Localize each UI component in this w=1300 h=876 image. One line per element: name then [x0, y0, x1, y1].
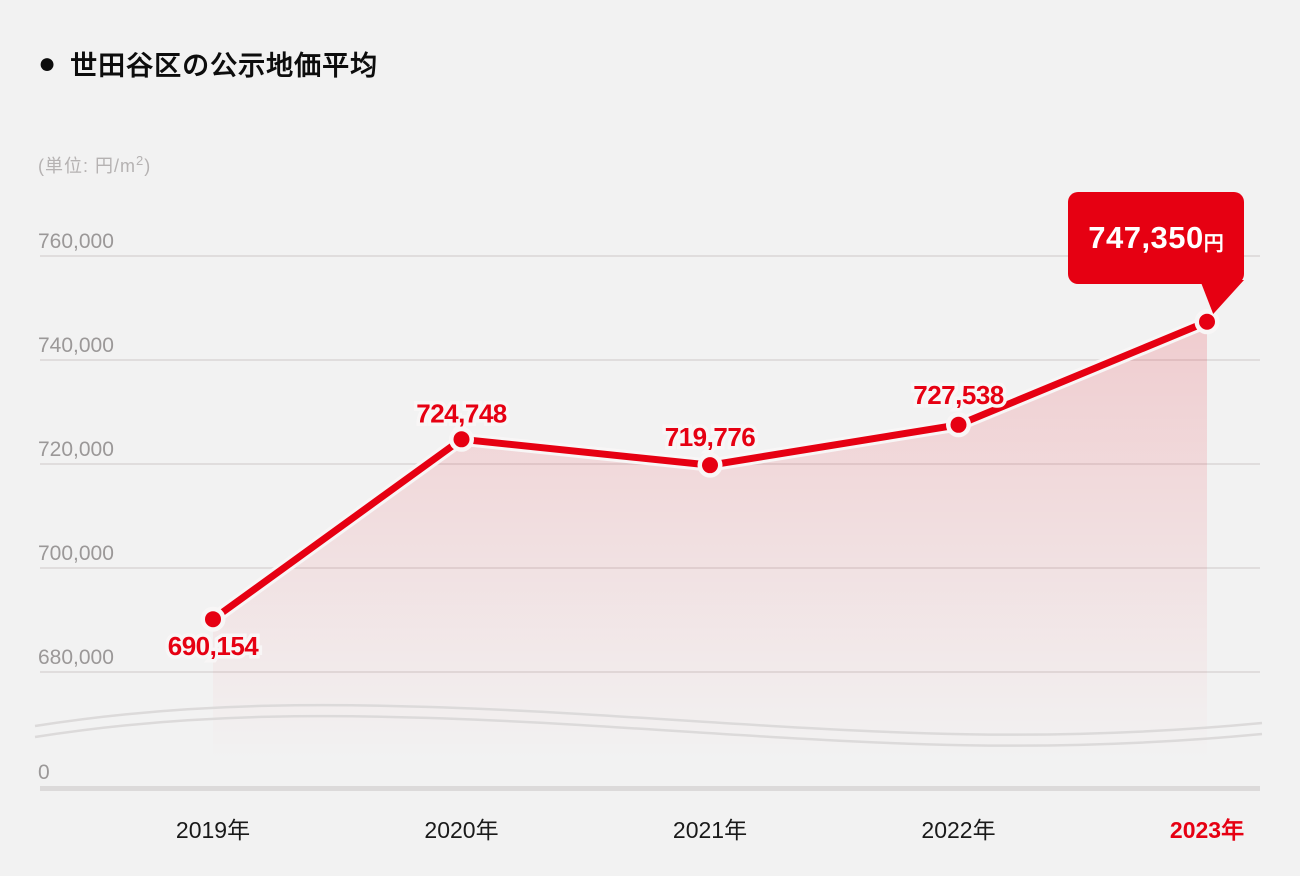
y-tick-label: 680,000	[38, 646, 114, 669]
axis-break-wave-2	[34, 714, 1263, 747]
callout-value: 747,350	[1088, 220, 1204, 255]
unit-note-suffix: )	[144, 156, 152, 176]
point-label: 727,538	[913, 380, 1004, 410]
chart-title-row: ● 世田谷区の公示地価平均	[38, 44, 378, 83]
y-tick-label: 720,000	[38, 438, 114, 461]
data-point	[702, 457, 718, 474]
point-label: 724,748	[416, 398, 507, 428]
x-tick-label: 2022年	[921, 817, 995, 843]
axis-break-wave-1	[34, 703, 1263, 736]
data-point	[950, 416, 967, 433]
x-tick-label: 2019年	[176, 817, 250, 843]
unit-note: (単位: 円/m2)	[38, 152, 151, 178]
page-title: 世田谷区の公示地価平均	[70, 51, 379, 81]
y-tick-label-zero: 0	[38, 761, 50, 784]
x-tick-label-highlight: 2023年	[1170, 817, 1244, 843]
unit-note-prefix: (単位: 円/m	[38, 156, 136, 176]
data-point	[205, 611, 221, 628]
x-axis-line	[40, 786, 1260, 791]
y-tick-label: 740,000	[38, 334, 114, 357]
title-bullet-icon: ●	[38, 46, 57, 80]
data-point	[453, 431, 470, 448]
callout-unit: 円	[1203, 232, 1224, 255]
y-tick-label: 700,000	[38, 542, 114, 565]
unit-note-sup: 2	[136, 153, 145, 168]
y-tick-label: 760,000	[38, 230, 114, 253]
data-point	[1199, 313, 1215, 330]
x-tick-label: 2020年	[424, 817, 498, 843]
x-tick-label: 2021年	[673, 817, 747, 843]
point-label: 719,776	[665, 422, 756, 452]
callout-2023: 747,350 円	[1068, 192, 1244, 314]
point-label: 690,154	[168, 631, 260, 661]
